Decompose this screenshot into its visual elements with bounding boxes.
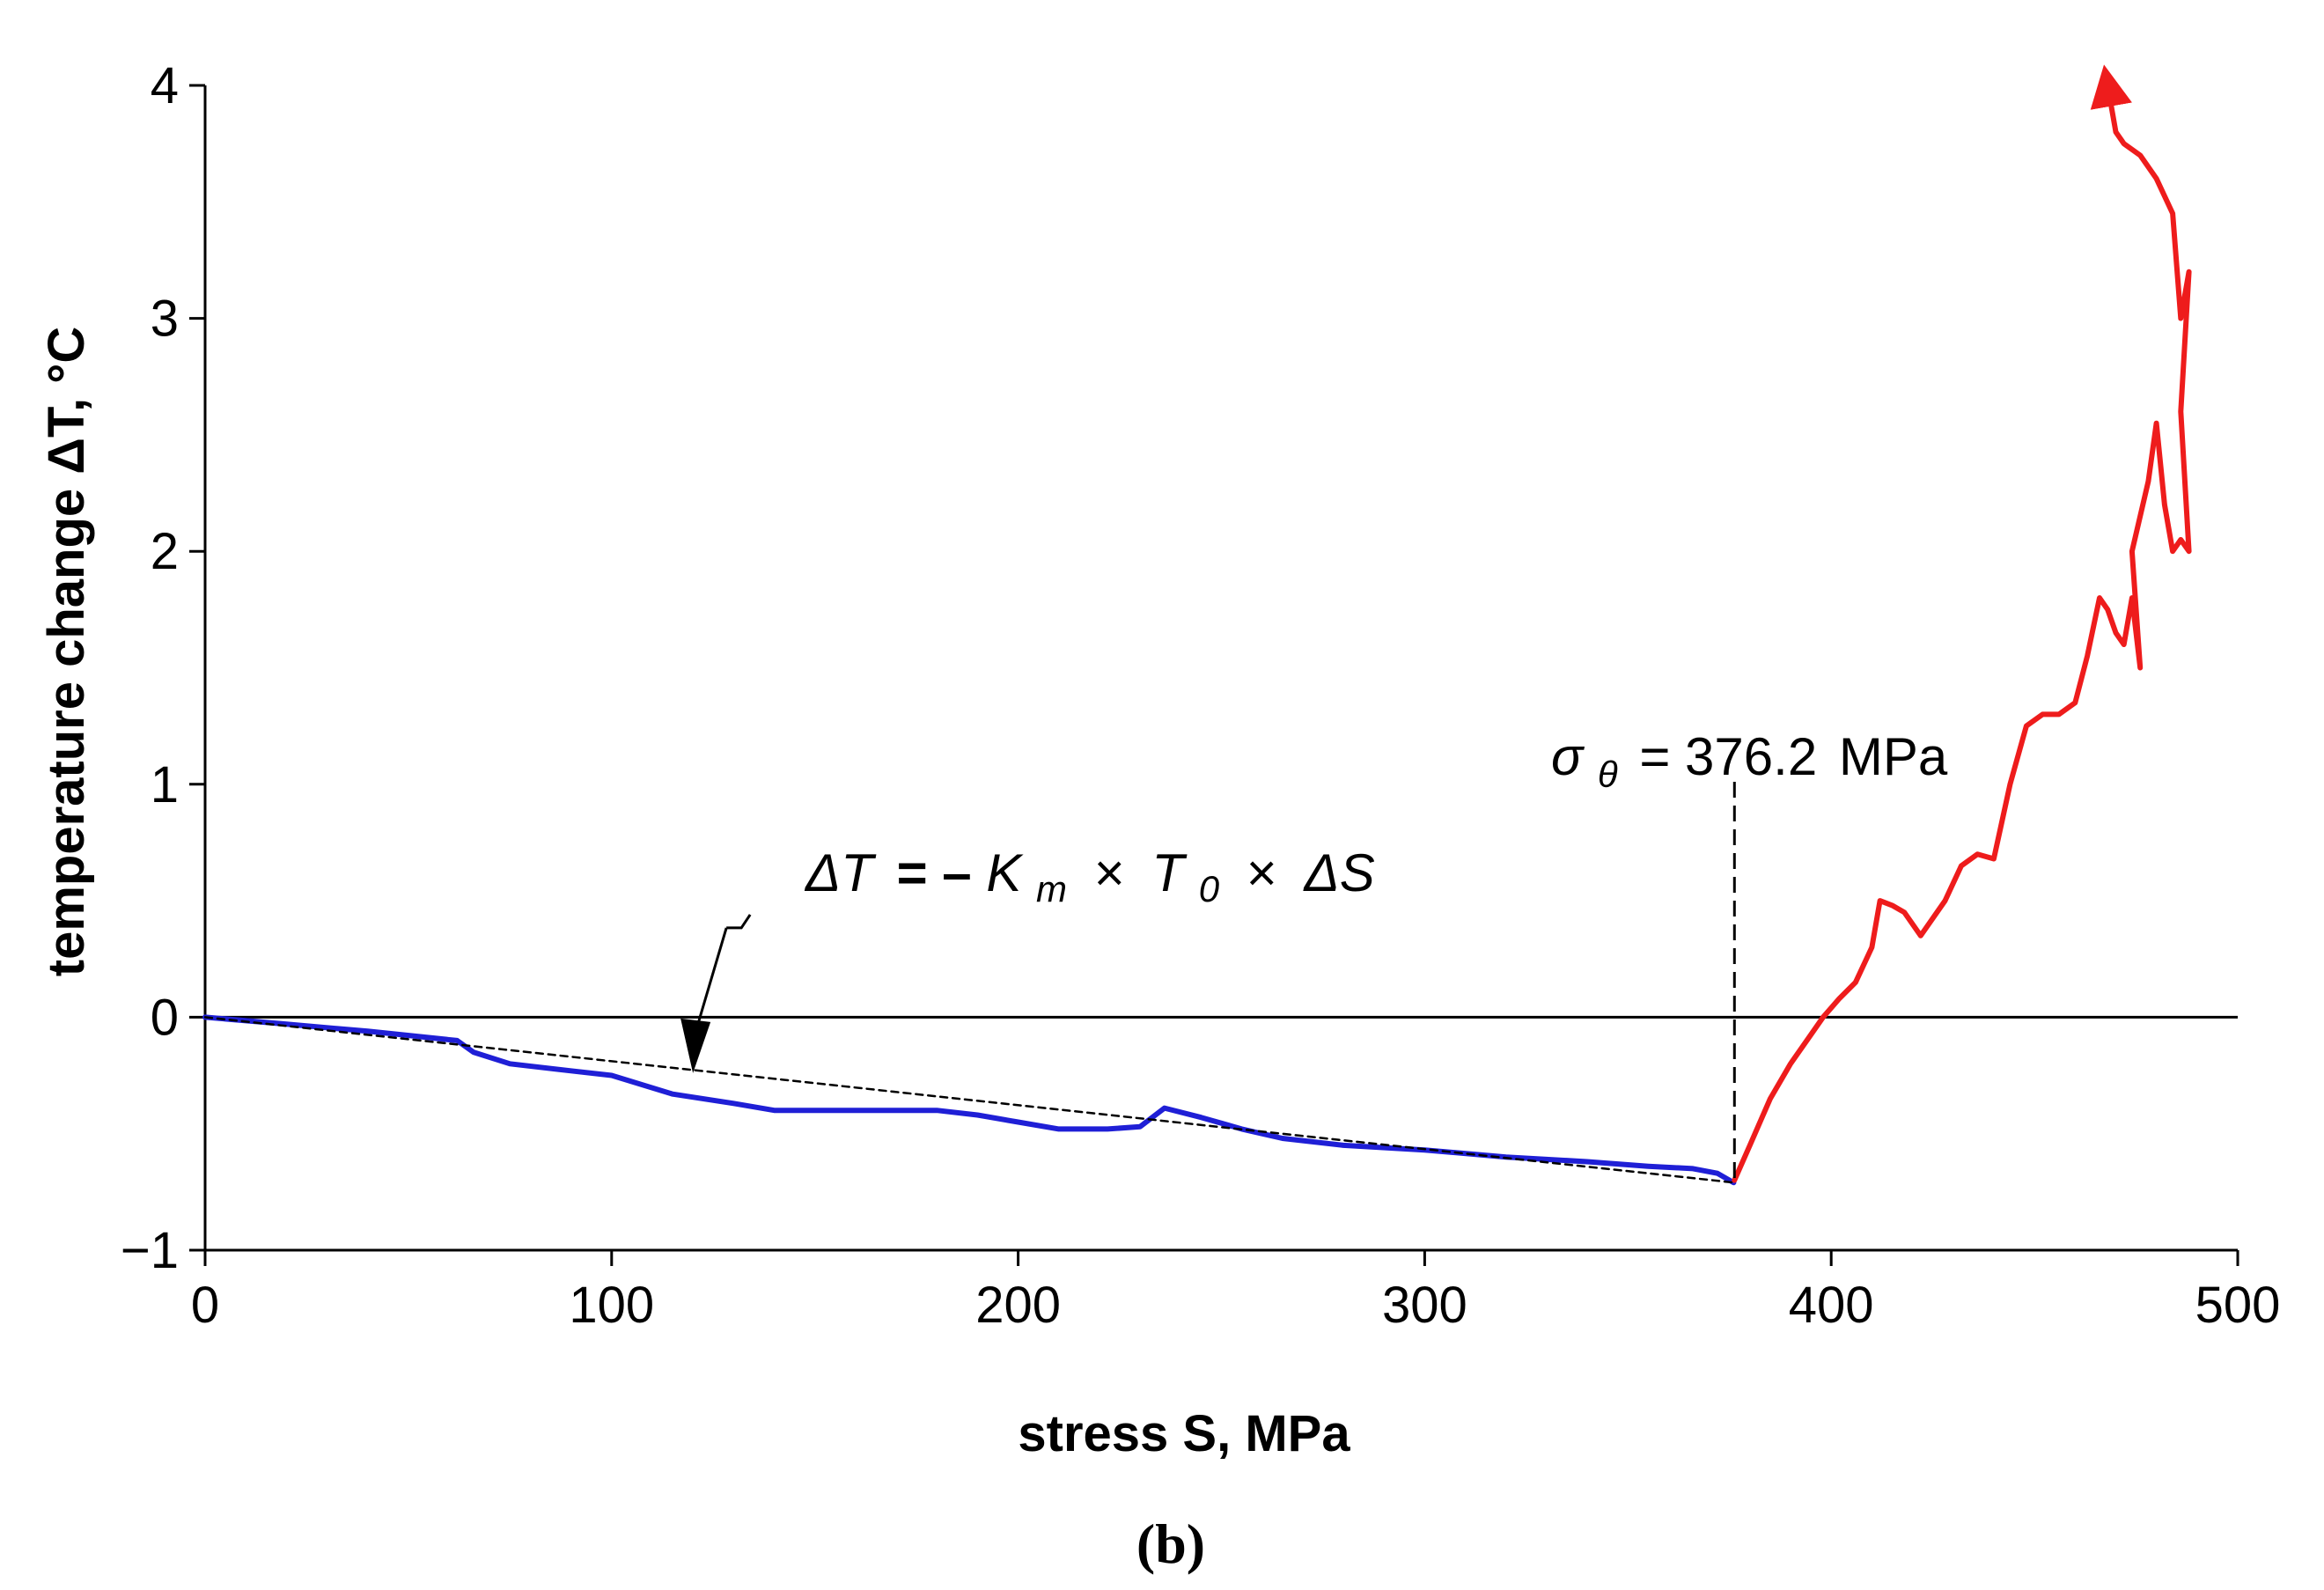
series-layer: [202, 64, 2192, 1186]
threshold-label: σ θ = 376.2 MPa: [1551, 727, 1948, 799]
threshold-unit: MPa: [1839, 727, 1948, 786]
formula-arrowhead: [680, 1018, 711, 1073]
formula-times-2: ×: [1247, 843, 1277, 902]
x-tick-label-0: 0: [191, 1277, 219, 1334]
formula-eq: = –: [897, 843, 972, 902]
formula-label: ΔT = – K m × T 0 × ΔS: [804, 843, 1375, 913]
figure-caption: (b): [1136, 1513, 1205, 1575]
annotation-layer: [680, 782, 1736, 1181]
x-tick-label-5: 500: [2195, 1277, 2281, 1334]
formula-leader-line: [695, 927, 728, 1030]
series-line--t-km-t0-s: [203, 1016, 1736, 1184]
formula-times-1: ×: [1094, 843, 1125, 902]
x-tick-label-1: 100: [569, 1277, 654, 1334]
y-tick-label-1: 0: [151, 989, 179, 1046]
threshold-value: = 376.2: [1639, 727, 1817, 786]
formula-zero: 0: [1199, 868, 1220, 909]
y-tick-label-2: 1: [151, 756, 179, 813]
series-line-elastic: [202, 1014, 1737, 1186]
formula-leader-tail: [726, 914, 752, 930]
threshold-theta: θ: [1598, 754, 1618, 795]
y-axis-title-text: temperature change ΔT, °C: [38, 327, 95, 977]
y-axis-title: temperature change ΔT, °C: [38, 327, 95, 977]
formula-ds: ΔS: [1303, 843, 1375, 902]
x-tick-label-2: 200: [975, 1277, 1061, 1334]
formula-delta-t: ΔT: [804, 843, 877, 902]
x-tick-label-4: 400: [1789, 1277, 1874, 1334]
y-tick-label-3: 2: [151, 523, 179, 580]
formula-m: m: [1036, 868, 1067, 909]
y-tick-label-4: 3: [151, 291, 179, 348]
axes: [189, 84, 2239, 1266]
formula-k: K: [986, 843, 1024, 902]
formula-t: T: [1151, 843, 1188, 902]
series-line-plastic: [1732, 64, 2192, 1183]
y-tick-label-0: −1: [121, 1222, 179, 1279]
x-tick-label-3: 300: [1382, 1277, 1467, 1334]
x-axis-title-text: stress S, MPa: [1018, 1405, 1350, 1462]
y-tick-label-5: 4: [151, 57, 179, 114]
threshold-sigma: σ: [1551, 727, 1585, 786]
x-axis-title: stress S, MPa: [1018, 1405, 1350, 1462]
